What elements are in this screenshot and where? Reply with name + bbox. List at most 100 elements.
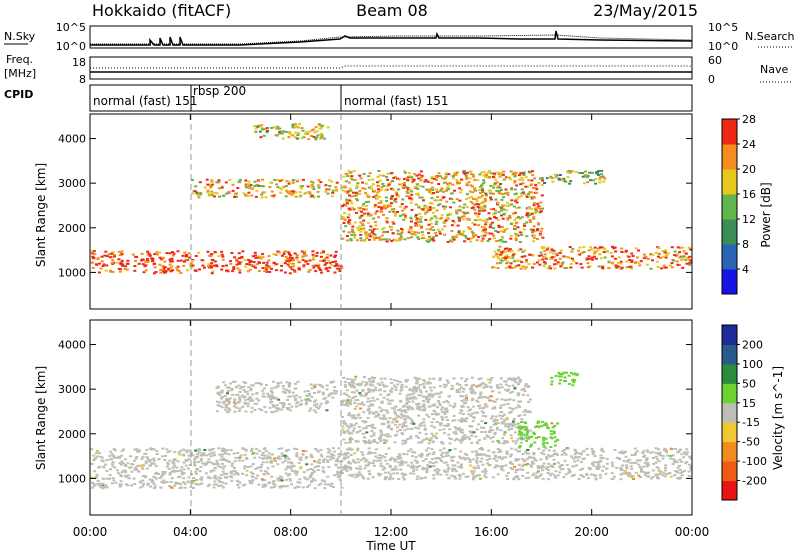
velocity-echo-cell bbox=[177, 482, 181, 485]
velocity-echo-cell bbox=[478, 407, 482, 410]
power-echo-cell bbox=[285, 190, 289, 193]
velocity-echo-cell bbox=[227, 453, 231, 456]
velocity-echo-cell bbox=[507, 428, 511, 431]
velocity-echo-cell bbox=[577, 478, 581, 480]
power-echo-cell bbox=[456, 182, 460, 185]
velocity-echo-cell bbox=[534, 459, 538, 462]
velocity-echo-cell bbox=[426, 400, 430, 402]
power-echo-cell bbox=[540, 247, 544, 250]
power-echo-cell bbox=[246, 194, 250, 197]
velocity-echo-cell bbox=[384, 417, 388, 420]
velocity-echo-cell bbox=[308, 392, 311, 395]
power-echo-cell bbox=[664, 256, 668, 259]
power-echo-cell bbox=[485, 176, 489, 179]
power-echo-cell bbox=[371, 178, 375, 181]
power-echo-cell bbox=[403, 170, 406, 173]
power-echo-cell bbox=[414, 214, 418, 216]
velocity-echo-cell bbox=[412, 422, 416, 425]
velocity-echo-cell bbox=[293, 470, 297, 473]
power-echo-cell bbox=[504, 256, 508, 259]
power-echo-cell bbox=[478, 218, 482, 221]
velocity-echo-cell bbox=[198, 470, 202, 473]
velocity-echo-cell bbox=[417, 441, 421, 444]
power-echo-cell bbox=[225, 269, 228, 272]
velocity-colorbar-swatch-6 bbox=[722, 363, 737, 384]
velocity-echo-cell bbox=[359, 407, 363, 410]
velocity-echo-cell bbox=[145, 448, 149, 451]
power-echo-cell bbox=[466, 212, 470, 215]
nsky-tick-top: 10^5 bbox=[56, 21, 86, 34]
power-echo-cell bbox=[349, 189, 353, 192]
velocity-echo-cell bbox=[505, 453, 509, 455]
velocity-echo-cell bbox=[215, 483, 218, 486]
velocity-echo-cell bbox=[367, 407, 371, 410]
velocity-echo-cell bbox=[281, 461, 285, 464]
power-echo-cell bbox=[521, 265, 525, 268]
velocity-echo-cell bbox=[679, 471, 683, 474]
power-echo-cell bbox=[283, 262, 287, 265]
velocity-echo-cell bbox=[299, 456, 303, 459]
velocity-echo-cell bbox=[340, 486, 344, 489]
velocity-echo-cell bbox=[550, 383, 553, 386]
power-echo-cell bbox=[410, 236, 414, 239]
velocity-echo-cell bbox=[253, 409, 257, 411]
power-echo-cell bbox=[426, 238, 430, 241]
velocity-echo-cell bbox=[442, 432, 446, 435]
velocity-echo-cell bbox=[216, 392, 220, 395]
velocity-echo-cell bbox=[329, 484, 333, 487]
velocity-echo-cell bbox=[498, 449, 502, 452]
velocity-echo-cell bbox=[633, 447, 637, 450]
power-echo-cell bbox=[367, 186, 371, 189]
power-echo-cell bbox=[348, 194, 351, 197]
power-echo-cell bbox=[455, 173, 458, 176]
power-echo-cell bbox=[499, 253, 503, 256]
velocity-echo-cell bbox=[358, 384, 362, 387]
power-echo-cell bbox=[485, 232, 489, 235]
freq-label: Freq. bbox=[6, 53, 33, 66]
velocity-echo-cell bbox=[478, 477, 482, 480]
velocity-echo-cell bbox=[313, 400, 316, 403]
velocity-echo-cell bbox=[377, 474, 381, 477]
velocity-echo-cell bbox=[384, 476, 387, 479]
power-echo-cell bbox=[423, 180, 427, 183]
power-echo-cell bbox=[502, 212, 506, 215]
power-echo-cell bbox=[471, 173, 475, 176]
power-echo-cell bbox=[312, 135, 316, 138]
power-echo-cell bbox=[359, 207, 362, 209]
power-echo-cell bbox=[326, 259, 330, 262]
power-echo-cell bbox=[594, 257, 598, 260]
power-echo-cell bbox=[191, 192, 195, 195]
velocity-echo-cell bbox=[347, 381, 351, 384]
velocity-echo-cell bbox=[421, 409, 425, 412]
power-echo-cell bbox=[411, 178, 414, 181]
power-echo-cell bbox=[555, 254, 559, 257]
power-echo-cell bbox=[481, 189, 485, 192]
velocity-echo-cell bbox=[520, 421, 523, 423]
velocity-echo-cell bbox=[287, 389, 291, 392]
velocity-echo-cell bbox=[93, 457, 97, 460]
velocity-echo-cell bbox=[224, 459, 228, 462]
velocity-echo-cell bbox=[400, 463, 404, 466]
velocity-echo-cell bbox=[438, 458, 442, 461]
power-echo-cell bbox=[678, 246, 682, 249]
power-echo-cell bbox=[133, 265, 137, 267]
power-echo-cell bbox=[494, 229, 498, 232]
power-echo-cell bbox=[550, 256, 554, 259]
velocity-echo-cell bbox=[319, 482, 323, 485]
power-echo-cell bbox=[395, 193, 399, 196]
velocity-echo-cell bbox=[218, 453, 222, 456]
power-echo-cell bbox=[398, 183, 402, 186]
velocity-echo-cell bbox=[533, 433, 536, 436]
power-echo-cell bbox=[287, 182, 291, 185]
velocity-echo-cell bbox=[554, 476, 558, 479]
velocity-echo-cell bbox=[524, 451, 528, 453]
power-echo-cell bbox=[520, 192, 524, 195]
power-echo-cell bbox=[301, 259, 305, 262]
velocity-echo-cell bbox=[271, 453, 274, 456]
power-echo-cell bbox=[379, 238, 383, 241]
power-colorbar-tick-label-1: 8 bbox=[742, 238, 749, 251]
velocity-echo-cell bbox=[669, 475, 673, 478]
velocity-echo-cell bbox=[402, 423, 405, 425]
nsky-label: N.Sky bbox=[4, 30, 36, 43]
velocity-echo-cell bbox=[368, 424, 372, 427]
